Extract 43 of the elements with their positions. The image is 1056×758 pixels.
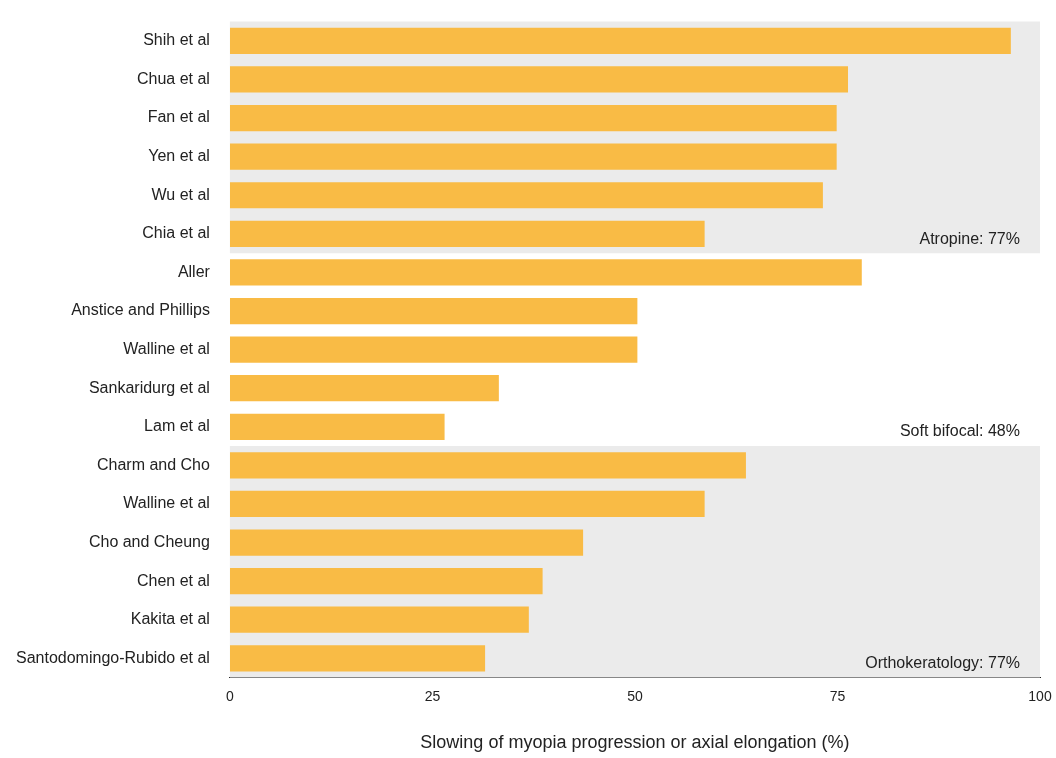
y-tick-label: Cho and Cheung <box>88 532 210 550</box>
y-tick-label: Lam et al <box>144 417 210 435</box>
y-tick-label: Anstice and Phillips <box>71 301 210 319</box>
y-tick-label: Fan et al <box>147 108 210 126</box>
y-tick-label: Sankaridurg et al <box>88 378 210 396</box>
x-tick-label: 25 <box>424 687 441 704</box>
y-tick-label: Wu et al <box>151 185 210 203</box>
bar <box>229 220 705 247</box>
y-tick-label: Shih et al <box>143 31 210 49</box>
y-tick-label: Chia et al <box>142 224 210 242</box>
bar <box>229 66 849 93</box>
bar <box>229 606 529 633</box>
band-label: Orthokeratology: 77% <box>865 654 1020 672</box>
x-axis-title: Slowing of myopia progression or axial elongation (%) <box>420 732 850 753</box>
y-tick-label: Santodomingo-Rubido et al <box>16 648 210 666</box>
bar <box>229 490 705 518</box>
band-label: Atropine: 77% <box>919 229 1020 247</box>
x-tick-label: 100 <box>1028 687 1052 704</box>
bar <box>229 529 584 556</box>
bar <box>229 568 543 595</box>
bar <box>229 645 486 672</box>
y-tick-label: Yen et al <box>148 147 210 165</box>
y-tick-label: Kakita et al <box>130 610 210 628</box>
x-tick-label: 75 <box>829 687 846 704</box>
bar <box>229 336 638 363</box>
bar <box>229 143 837 170</box>
bar <box>229 259 862 286</box>
y-tick-label: Walline et al <box>123 494 210 512</box>
bar <box>229 182 823 209</box>
annotation: Soft bifocal: 48% <box>899 422 1020 440</box>
y-tick-label: Charm and Cho <box>96 455 210 473</box>
bar <box>229 413 445 440</box>
bar <box>229 452 746 479</box>
bar <box>229 375 499 402</box>
x-tick-label: 0 <box>226 687 235 704</box>
bar <box>229 104 837 132</box>
bar <box>229 297 638 325</box>
y-tick-label: Chen et al <box>136 571 210 589</box>
y-tick-label: Chua et al <box>136 69 210 87</box>
x-tick-label: 50 <box>627 687 643 704</box>
y-tick-label: Walline et al <box>123 340 210 358</box>
y-tick-label: Aller <box>177 262 211 280</box>
bar <box>229 27 1011 55</box>
